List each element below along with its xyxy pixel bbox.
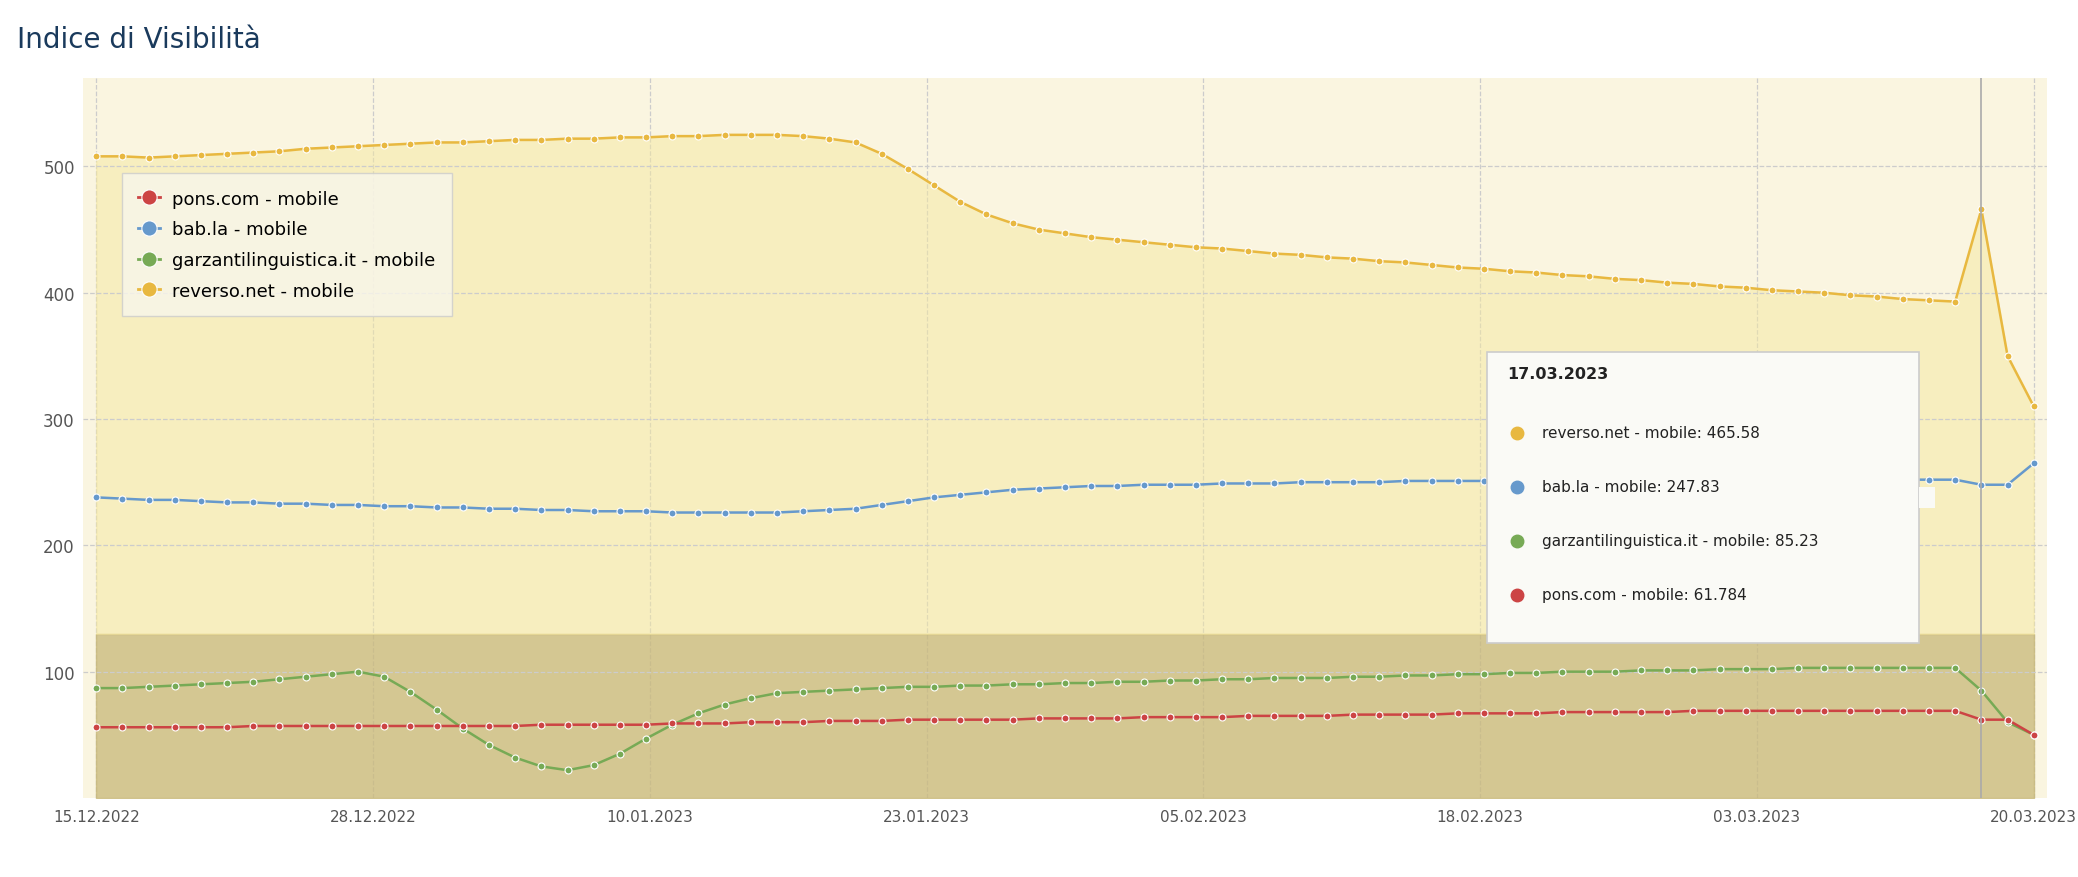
Text: pons.com - mobile: 61.784: pons.com - mobile: 61.784 (1542, 588, 1748, 602)
FancyBboxPatch shape (1920, 487, 1935, 509)
Text: bab.la - mobile: 247.83: bab.la - mobile: 247.83 (1542, 480, 1721, 495)
Text: reverso.net - mobile: 465.58: reverso.net - mobile: 465.58 (1542, 425, 1760, 440)
Text: garzantilinguistica.it - mobile: 85.23: garzantilinguistica.it - mobile: 85.23 (1542, 533, 1818, 548)
Legend: pons.com - mobile, bab.la - mobile, garzantilinguistica.it - mobile, reverso.net: pons.com - mobile, bab.la - mobile, garz… (123, 175, 451, 317)
Text: 17.03.2023: 17.03.2023 (1507, 367, 1608, 381)
FancyBboxPatch shape (1488, 353, 1920, 644)
Text: Indice di Visibilità: Indice di Visibilità (17, 26, 260, 54)
